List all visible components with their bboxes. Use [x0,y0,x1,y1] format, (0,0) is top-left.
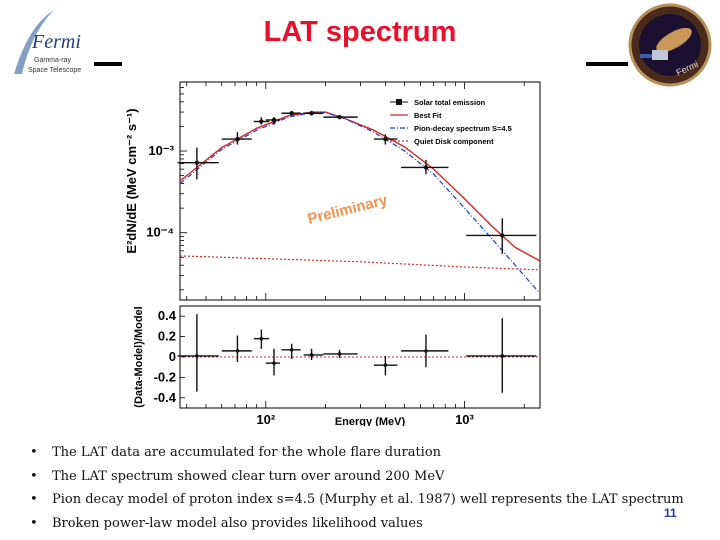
legend-swatch [396,99,402,105]
y-tick-label: 10⁻³ [148,143,174,158]
legend-label: Solar total emission [414,98,486,107]
legend-label: Quiet Disk component [414,137,494,146]
spectrum-panel-frame [179,81,541,301]
bullet-item: Pion decay model of proton index s=4.5 (… [30,490,684,514]
point-marker [235,136,240,142]
title-rule-left [94,62,122,66]
residual-tick-label: -0.2 [154,369,176,384]
x-tick-label: 10³ [455,412,474,426]
point-marker [337,352,342,356]
residual-point [401,334,449,368]
bullet-item: The LAT spectrum showed clear turn over … [30,467,684,491]
lat-spectrum-chart: 10² 10³ 10⁻³ 10⁻⁴ 0.4 0.2 0 -0.2 -0.4 Energy (MeV… [124,81,541,426]
point-marker [309,111,314,116]
data-point [281,110,301,116]
data-point [303,110,324,116]
y-axis-label: E²dN/dE (MeV cm⁻² s⁻¹) [124,108,139,253]
point-marker [194,160,200,165]
point-marker [309,353,314,357]
point-marker [289,111,294,116]
residual-point [303,348,324,361]
point-marker [259,119,264,124]
legend-label: Pion-decay spectrum S=4.5 [414,124,512,133]
mission-patch-logo: Fermi [628,3,712,87]
point-marker [383,136,388,142]
point-marker [500,354,505,358]
preliminary-stamp: Preliminary [306,191,390,227]
swoosh-icon [14,10,54,74]
data-point [323,114,358,120]
residual-axis-label: (Data-Model)/Model [133,306,145,407]
point-marker [423,165,429,170]
legend-label: Best Fit [414,111,442,120]
data-point [401,159,449,175]
point-marker [235,349,240,353]
residual-point [323,349,358,359]
slide-title: LAT spectrum [263,16,457,48]
point-marker [195,354,199,358]
legend: Solar total emission Best Fit Pion-decay s… [390,98,512,146]
data-point [253,117,270,125]
residual-tick-label: 0.4 [158,308,177,323]
page-number: 11 [664,506,677,520]
x-axis-label: Energy (MeV) [335,416,406,426]
point-marker [259,336,264,341]
series-line-pion-decay-spectrum-s-4-5 [179,112,541,294]
data-point [466,218,537,254]
residual-point [281,343,301,360]
residual-point [253,329,270,349]
logo-left-name: Fermi [31,31,81,53]
residual-point [221,335,252,363]
residual-tick-label: -0.4 [154,390,177,405]
residual-tick-label: 0.2 [158,329,176,344]
x-tick-label: 10² [256,412,275,426]
point-marker [383,363,388,367]
y-tick-label: 10⁻⁴ [146,225,174,240]
series-line-quiet-disk-component [179,255,541,271]
bullet-item: The LAT data are accumulated for the who… [30,443,684,467]
title-rule-right [586,62,628,66]
data-point [373,134,398,145]
point-marker [289,348,294,352]
data-point [265,117,281,125]
series-line-best-fit [179,111,541,262]
point-marker [500,233,505,238]
residual-point [373,355,398,376]
fermi-logo-left: Fermi Gamma-ray Space Telescope [14,10,81,74]
logo-left-line1: Gamma-ray [34,57,71,64]
point-marker [271,117,277,123]
satellite-icon [652,50,668,60]
residual-point [265,348,281,376]
bullet-item: Broken power-law model also provides lik… [30,514,684,538]
residual-point [177,314,219,392]
bullet-list: The LAT data are accumulated for the who… [30,443,684,538]
point-marker [272,361,276,365]
data-point [221,132,252,145]
data-point [177,147,219,180]
point-marker [337,114,342,120]
point-marker [424,349,428,353]
residual-tick-label: 0 [169,349,176,364]
logo-left-line2: Space Telescope [28,67,81,74]
residual-point [466,318,537,393]
